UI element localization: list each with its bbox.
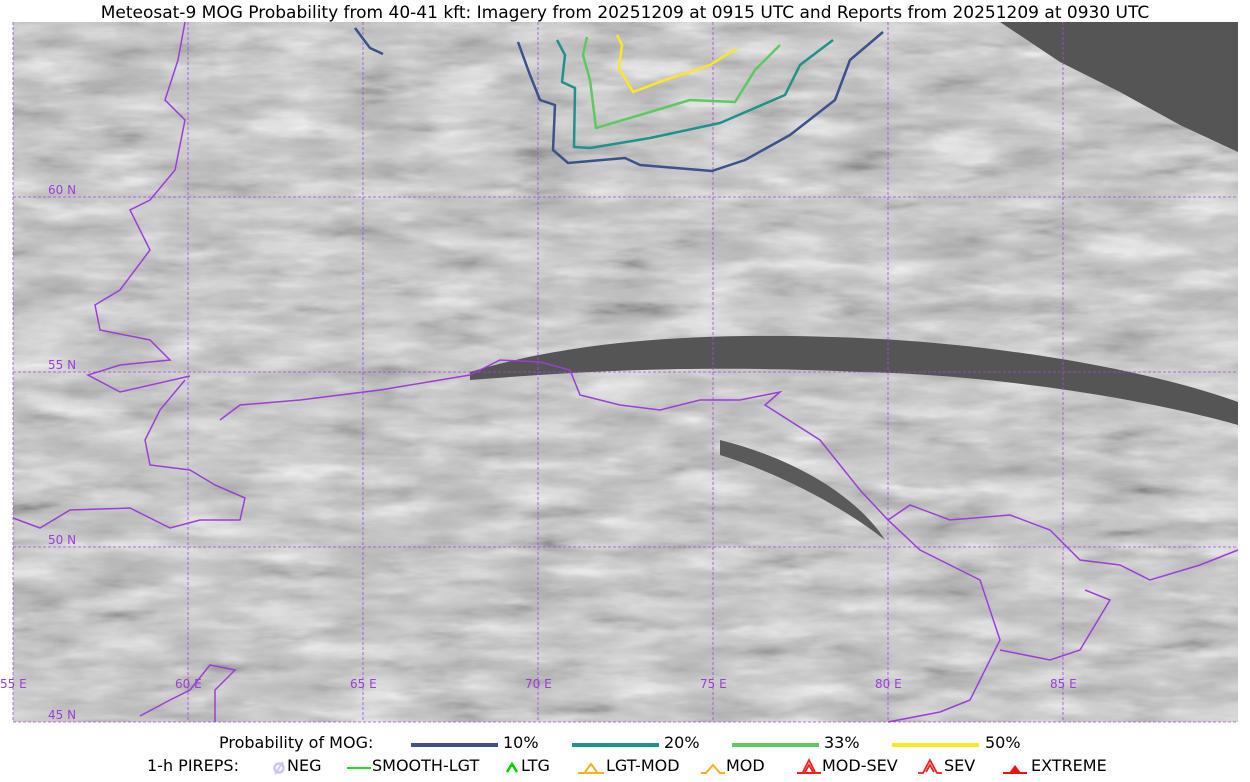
line-icon	[347, 767, 371, 769]
map-title: Meteosat-9 MOG Probability from 40-41 kf…	[100, 3, 1150, 23]
no-data-region	[1000, 22, 1238, 152]
country-borders	[12, 21, 1239, 723]
lon-label: 60 E	[175, 677, 202, 691]
contour-50pct	[615, 34, 738, 94]
swatch-10pct	[411, 743, 498, 747]
double-caret-bar-icon	[797, 757, 821, 774]
lat-label: 55 N	[48, 358, 76, 372]
pirep-legend-label: 1-h PIREPS:	[147, 756, 239, 775]
graticule	[12, 22, 1238, 723]
swatch-50pct	[892, 743, 979, 747]
legend-33pct: 33%	[824, 733, 860, 752]
legend-20pct: 20%	[664, 733, 700, 752]
double-caret-icon	[918, 758, 942, 774]
caret-icon	[701, 763, 725, 774]
probability-legend: Probability of MOG: 10% 20% 33% 50%	[0, 733, 1250, 755]
contour-20pct	[555, 39, 834, 150]
satellite-map: 60 N 55 N 50 N 45 N 55 E 60 E 65 E 70 E 75 E 80 E…	[0, 21, 1239, 723]
probability-legend-label: Probability of MOG:	[219, 733, 374, 752]
caret-bar-icon	[578, 762, 604, 774]
lon-label: 55 E	[0, 677, 27, 691]
mog-contours	[354, 27, 884, 173]
legend-ltg: LTG	[521, 756, 550, 775]
lon-label: 75 E	[700, 677, 727, 691]
filled-triangle-icon	[1003, 765, 1027, 774]
lat-label: 45 N	[48, 708, 76, 722]
legend-50pct: 50%	[985, 733, 1021, 752]
lat-label: 50 N	[48, 533, 76, 547]
pirep-legend: 1-h PIREPS: NEG SMOOTH-LGT LTG LGT-MOD M…	[0, 756, 1250, 778]
legend-extreme: EXTREME	[1031, 756, 1107, 775]
legend-neg: NEG	[287, 756, 322, 775]
legend-lgt-mod: LGT-MOD	[606, 756, 680, 775]
legend-mod: MOD	[726, 756, 765, 775]
swatch-33pct	[732, 743, 819, 747]
lon-label: 80 E	[875, 677, 902, 691]
caret-icon	[505, 761, 519, 773]
legend-mod-sev: MOD-SEV	[822, 756, 898, 775]
lon-label: 85 E	[1050, 677, 1077, 691]
contour-10pct	[354, 27, 384, 56]
legend-sev: SEV	[944, 756, 976, 775]
legend-10pct: 10%	[503, 733, 539, 752]
lon-label: 65 E	[350, 677, 377, 691]
lon-label: 70 E	[525, 677, 552, 691]
lat-label: 60 N	[48, 183, 76, 197]
dark-band	[470, 335, 1238, 425]
contour-33pct	[581, 36, 781, 130]
swatch-20pct	[572, 743, 659, 747]
neg-icon	[273, 761, 285, 775]
contour-10pct	[516, 31, 884, 173]
dark-swirl	[720, 440, 885, 540]
legend-smooth-lgt: SMOOTH-LGT	[372, 756, 480, 775]
